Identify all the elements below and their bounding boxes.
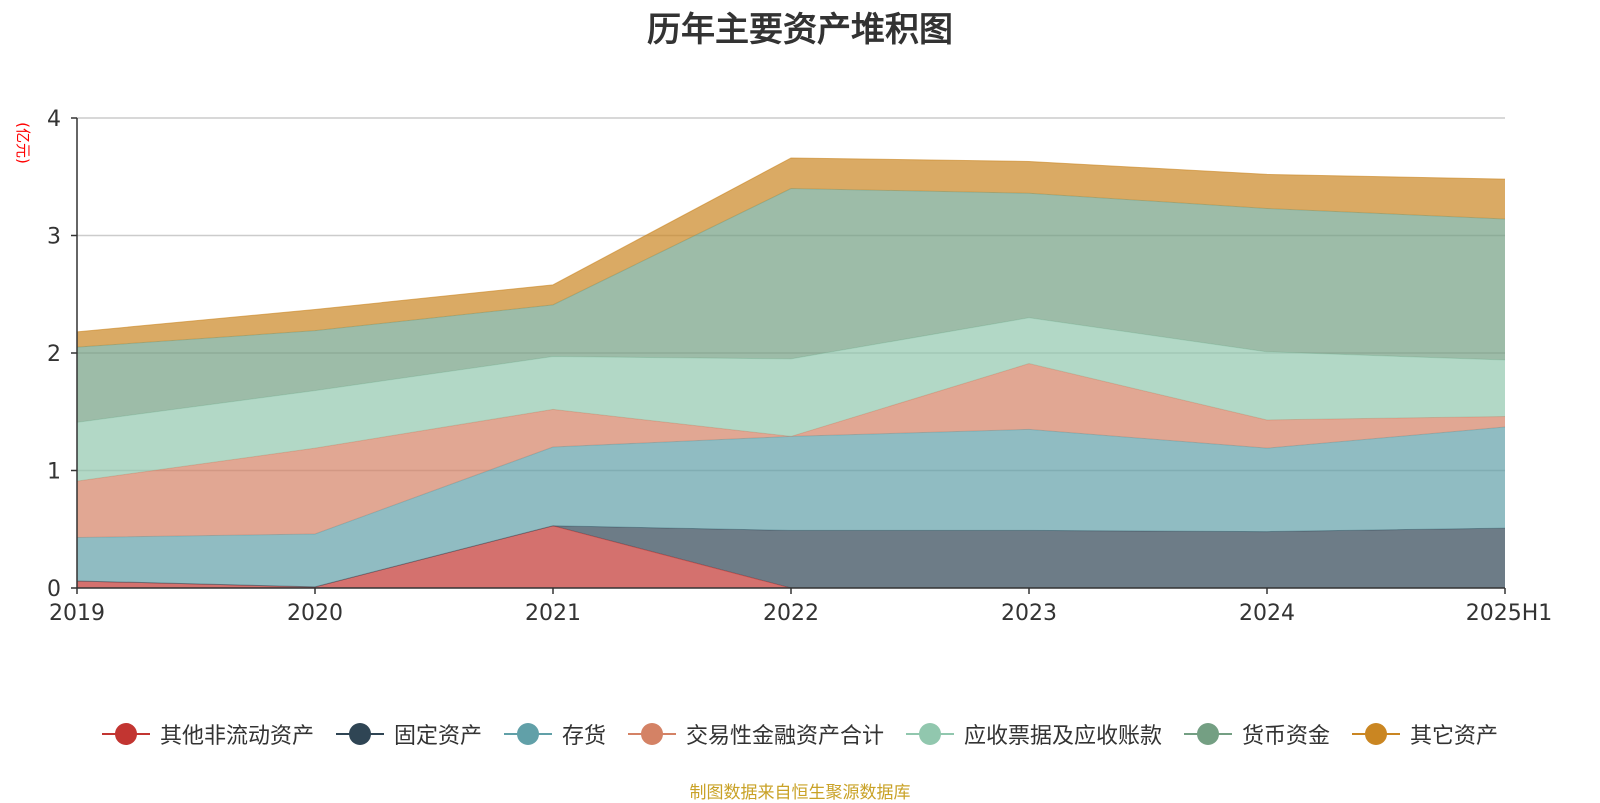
- area-series-3: [77, 363, 1505, 538]
- legend-marker-icon: [1184, 723, 1233, 745]
- area-series-6: [77, 157, 1505, 348]
- legend-marker-icon: [503, 723, 552, 745]
- source-note: 制图数据来自恒生聚源数据库: [689, 783, 911, 803]
- chart-title: 历年主要资产堆积图: [647, 10, 953, 50]
- y-tick-label: 1: [47, 460, 61, 485]
- y-tick-label: 2: [47, 342, 61, 367]
- legend-marker-icon: [627, 723, 676, 745]
- legend-item[interactable]: 货币资金: [1184, 718, 1330, 750]
- y-axis-unit-label: (亿元): [14, 122, 32, 164]
- x-tick-label: 2024: [1239, 601, 1295, 626]
- legend-label: 存货: [561, 724, 606, 749]
- legend-item[interactable]: 交易性金融资产合计: [627, 718, 884, 750]
- legend-label: 其它资产: [1410, 724, 1499, 749]
- legend-label: 其他非流动资产: [159, 724, 314, 749]
- legend-marker-icon: [906, 723, 954, 745]
- x-tick-label: 2025H1: [1466, 601, 1553, 626]
- legend-item[interactable]: 其它资产: [1352, 718, 1498, 750]
- legend-item[interactable]: 其他非流动资产: [101, 718, 314, 750]
- legend-marker-icon: [1352, 723, 1401, 745]
- legend-item[interactable]: 应收票据及应收账款: [906, 718, 1162, 750]
- x-tick-label: 2020: [287, 601, 343, 626]
- legend-item[interactable]: 存货: [503, 718, 606, 750]
- area-series-2: [77, 427, 1505, 587]
- legend-label: 应收票据及应收账款: [964, 724, 1163, 749]
- x-tick-label: 2019: [49, 601, 105, 626]
- legend-marker-icon: [101, 723, 150, 745]
- area-series-5: [77, 188, 1505, 423]
- y-tick-label: 0: [47, 577, 61, 602]
- legend-label: 固定资产: [393, 724, 482, 749]
- legend-marker-icon: [335, 723, 384, 745]
- y-tick-label: 3: [47, 225, 61, 250]
- x-tick-label: 2023: [1001, 601, 1057, 626]
- legend-item[interactable]: 固定资产: [335, 718, 482, 750]
- legend-label: 交易性金融资产合计: [685, 724, 884, 749]
- axes: 0 1 2 3 4 2019 2020 2021 2022 2023 2024 2025H1: [47, 107, 1552, 626]
- x-tick-label: 2021: [525, 601, 581, 626]
- y-tick-label: 4: [47, 107, 61, 132]
- area-series-1: [77, 525, 1505, 588]
- area-series-line-6: [76, 157, 1506, 333]
- x-tick-label: 2022: [763, 601, 819, 626]
- stacked-areas: [76, 157, 1506, 589]
- chart-legend: 其他非流动资产 固定资产 存货 交易性金融资产合计 应收票据及应收账款 货币资金 其它资产: [0, 718, 1600, 750]
- area-series-0: [77, 525, 1505, 588]
- legend-label: 货币资金: [1242, 724, 1331, 749]
- area-series-4: [77, 317, 1505, 482]
